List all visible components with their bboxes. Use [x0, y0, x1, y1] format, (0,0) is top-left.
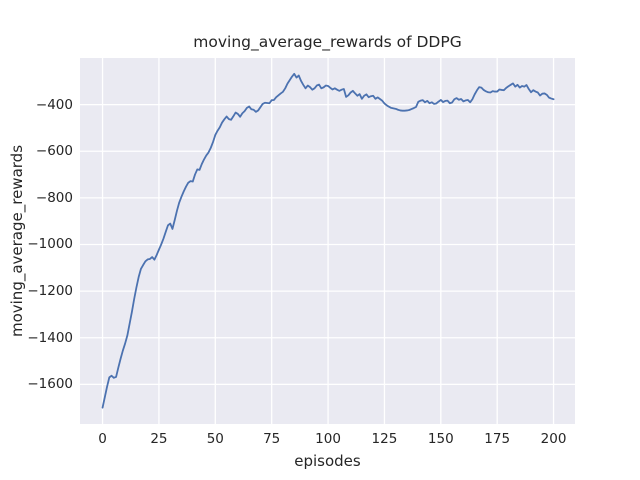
plot-canvas [80, 58, 575, 424]
x-tick-label: 50 [206, 431, 224, 447]
x-tick-label: 100 [315, 431, 341, 447]
plot-area [80, 58, 575, 424]
x-tick-label: 150 [427, 431, 454, 447]
x-tick-label: 75 [263, 431, 281, 447]
line-series-ddpg [101, 72, 555, 409]
x-tick-label: 25 [150, 431, 168, 447]
x-tick-label: 200 [540, 431, 567, 447]
y-tick-label: −1200 [27, 283, 73, 300]
y-tick-label: −800 [35, 189, 73, 206]
y-tick-label: −1000 [27, 236, 73, 253]
y-tick-label: −400 [35, 96, 73, 113]
y-tick-label: −1600 [27, 376, 73, 393]
x-tick-label: 175 [484, 431, 511, 447]
x-tick-label: 0 [98, 431, 107, 447]
x-axis-label: episodes [294, 452, 361, 470]
chart-title: moving_average_rewards of DDPG [193, 33, 462, 51]
y-tick-label: −1400 [27, 329, 73, 346]
y-tick-label: −600 [35, 143, 73, 160]
x-tick-label: 125 [371, 431, 398, 447]
